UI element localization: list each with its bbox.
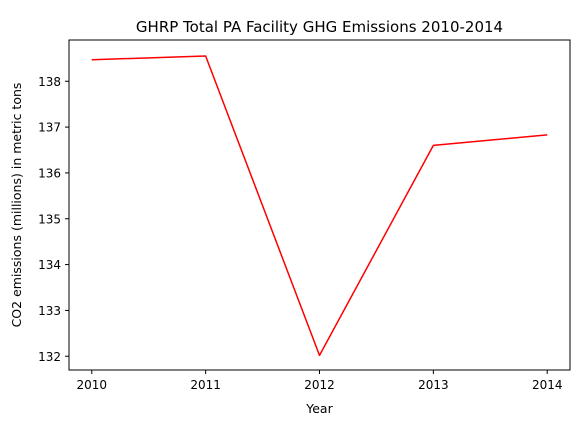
y-tick-label: 132 [38, 350, 61, 364]
series-layer [91, 55, 548, 357]
y-tick-label: 133 [38, 304, 61, 318]
x-axis-label: Year [305, 401, 333, 416]
x-tick-label: 2011 [190, 378, 221, 392]
y-tick-label: 138 [38, 75, 61, 89]
x-tick-label: 2012 [304, 378, 335, 392]
x-tick-label: 2014 [532, 378, 563, 392]
x-tick-label: 2013 [418, 378, 449, 392]
x-axis-ticks: 2010 2011 2012 2013 2014 [76, 370, 563, 392]
y-tick-label: 136 [38, 166, 61, 180]
chart-title: GHRP Total PA Facility GHG Emissions 201… [136, 18, 503, 36]
y-axis-label: CO2 emissions (millions) in metric tons [9, 83, 24, 328]
x-tick-label: 2010 [76, 378, 107, 392]
plot-area-frame [68, 39, 571, 371]
y-tick-label: 135 [38, 212, 61, 226]
y-tick-label: 137 [38, 121, 61, 135]
y-axis-ticks: 132 133 134 135 136 137 138 [38, 75, 69, 364]
y-tick-label: 134 [38, 258, 61, 272]
